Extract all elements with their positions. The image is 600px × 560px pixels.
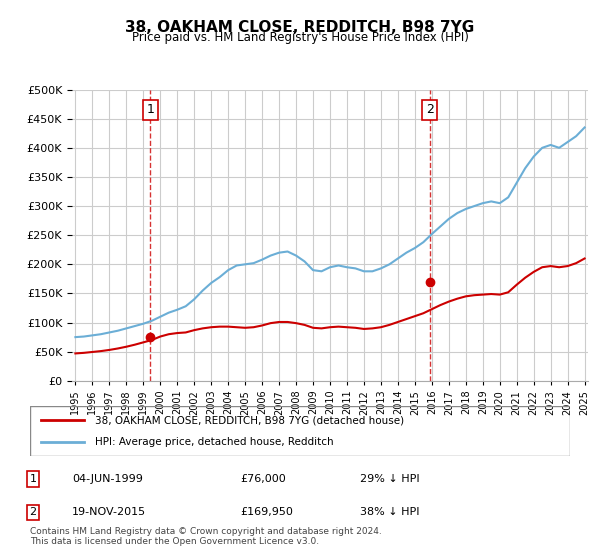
Text: £76,000: £76,000 [240, 474, 286, 484]
Text: £169,950: £169,950 [240, 507, 293, 517]
Text: 2: 2 [426, 104, 434, 116]
Text: Price paid vs. HM Land Registry's House Price Index (HPI): Price paid vs. HM Land Registry's House … [131, 31, 469, 44]
Text: 2: 2 [29, 507, 37, 517]
Text: Contains HM Land Registry data © Crown copyright and database right 2024.
This d: Contains HM Land Registry data © Crown c… [30, 526, 382, 546]
Text: 38, OAKHAM CLOSE, REDDITCH, B98 7YG (detached house): 38, OAKHAM CLOSE, REDDITCH, B98 7YG (det… [95, 415, 404, 425]
Text: 29% ↓ HPI: 29% ↓ HPI [360, 474, 419, 484]
Text: 38, OAKHAM CLOSE, REDDITCH, B98 7YG: 38, OAKHAM CLOSE, REDDITCH, B98 7YG [125, 20, 475, 35]
Text: 38% ↓ HPI: 38% ↓ HPI [360, 507, 419, 517]
Text: HPI: Average price, detached house, Redditch: HPI: Average price, detached house, Redd… [95, 437, 334, 447]
Text: 19-NOV-2015: 19-NOV-2015 [72, 507, 146, 517]
Text: 04-JUN-1999: 04-JUN-1999 [72, 474, 143, 484]
Text: 1: 1 [29, 474, 37, 484]
Text: 1: 1 [146, 104, 154, 116]
